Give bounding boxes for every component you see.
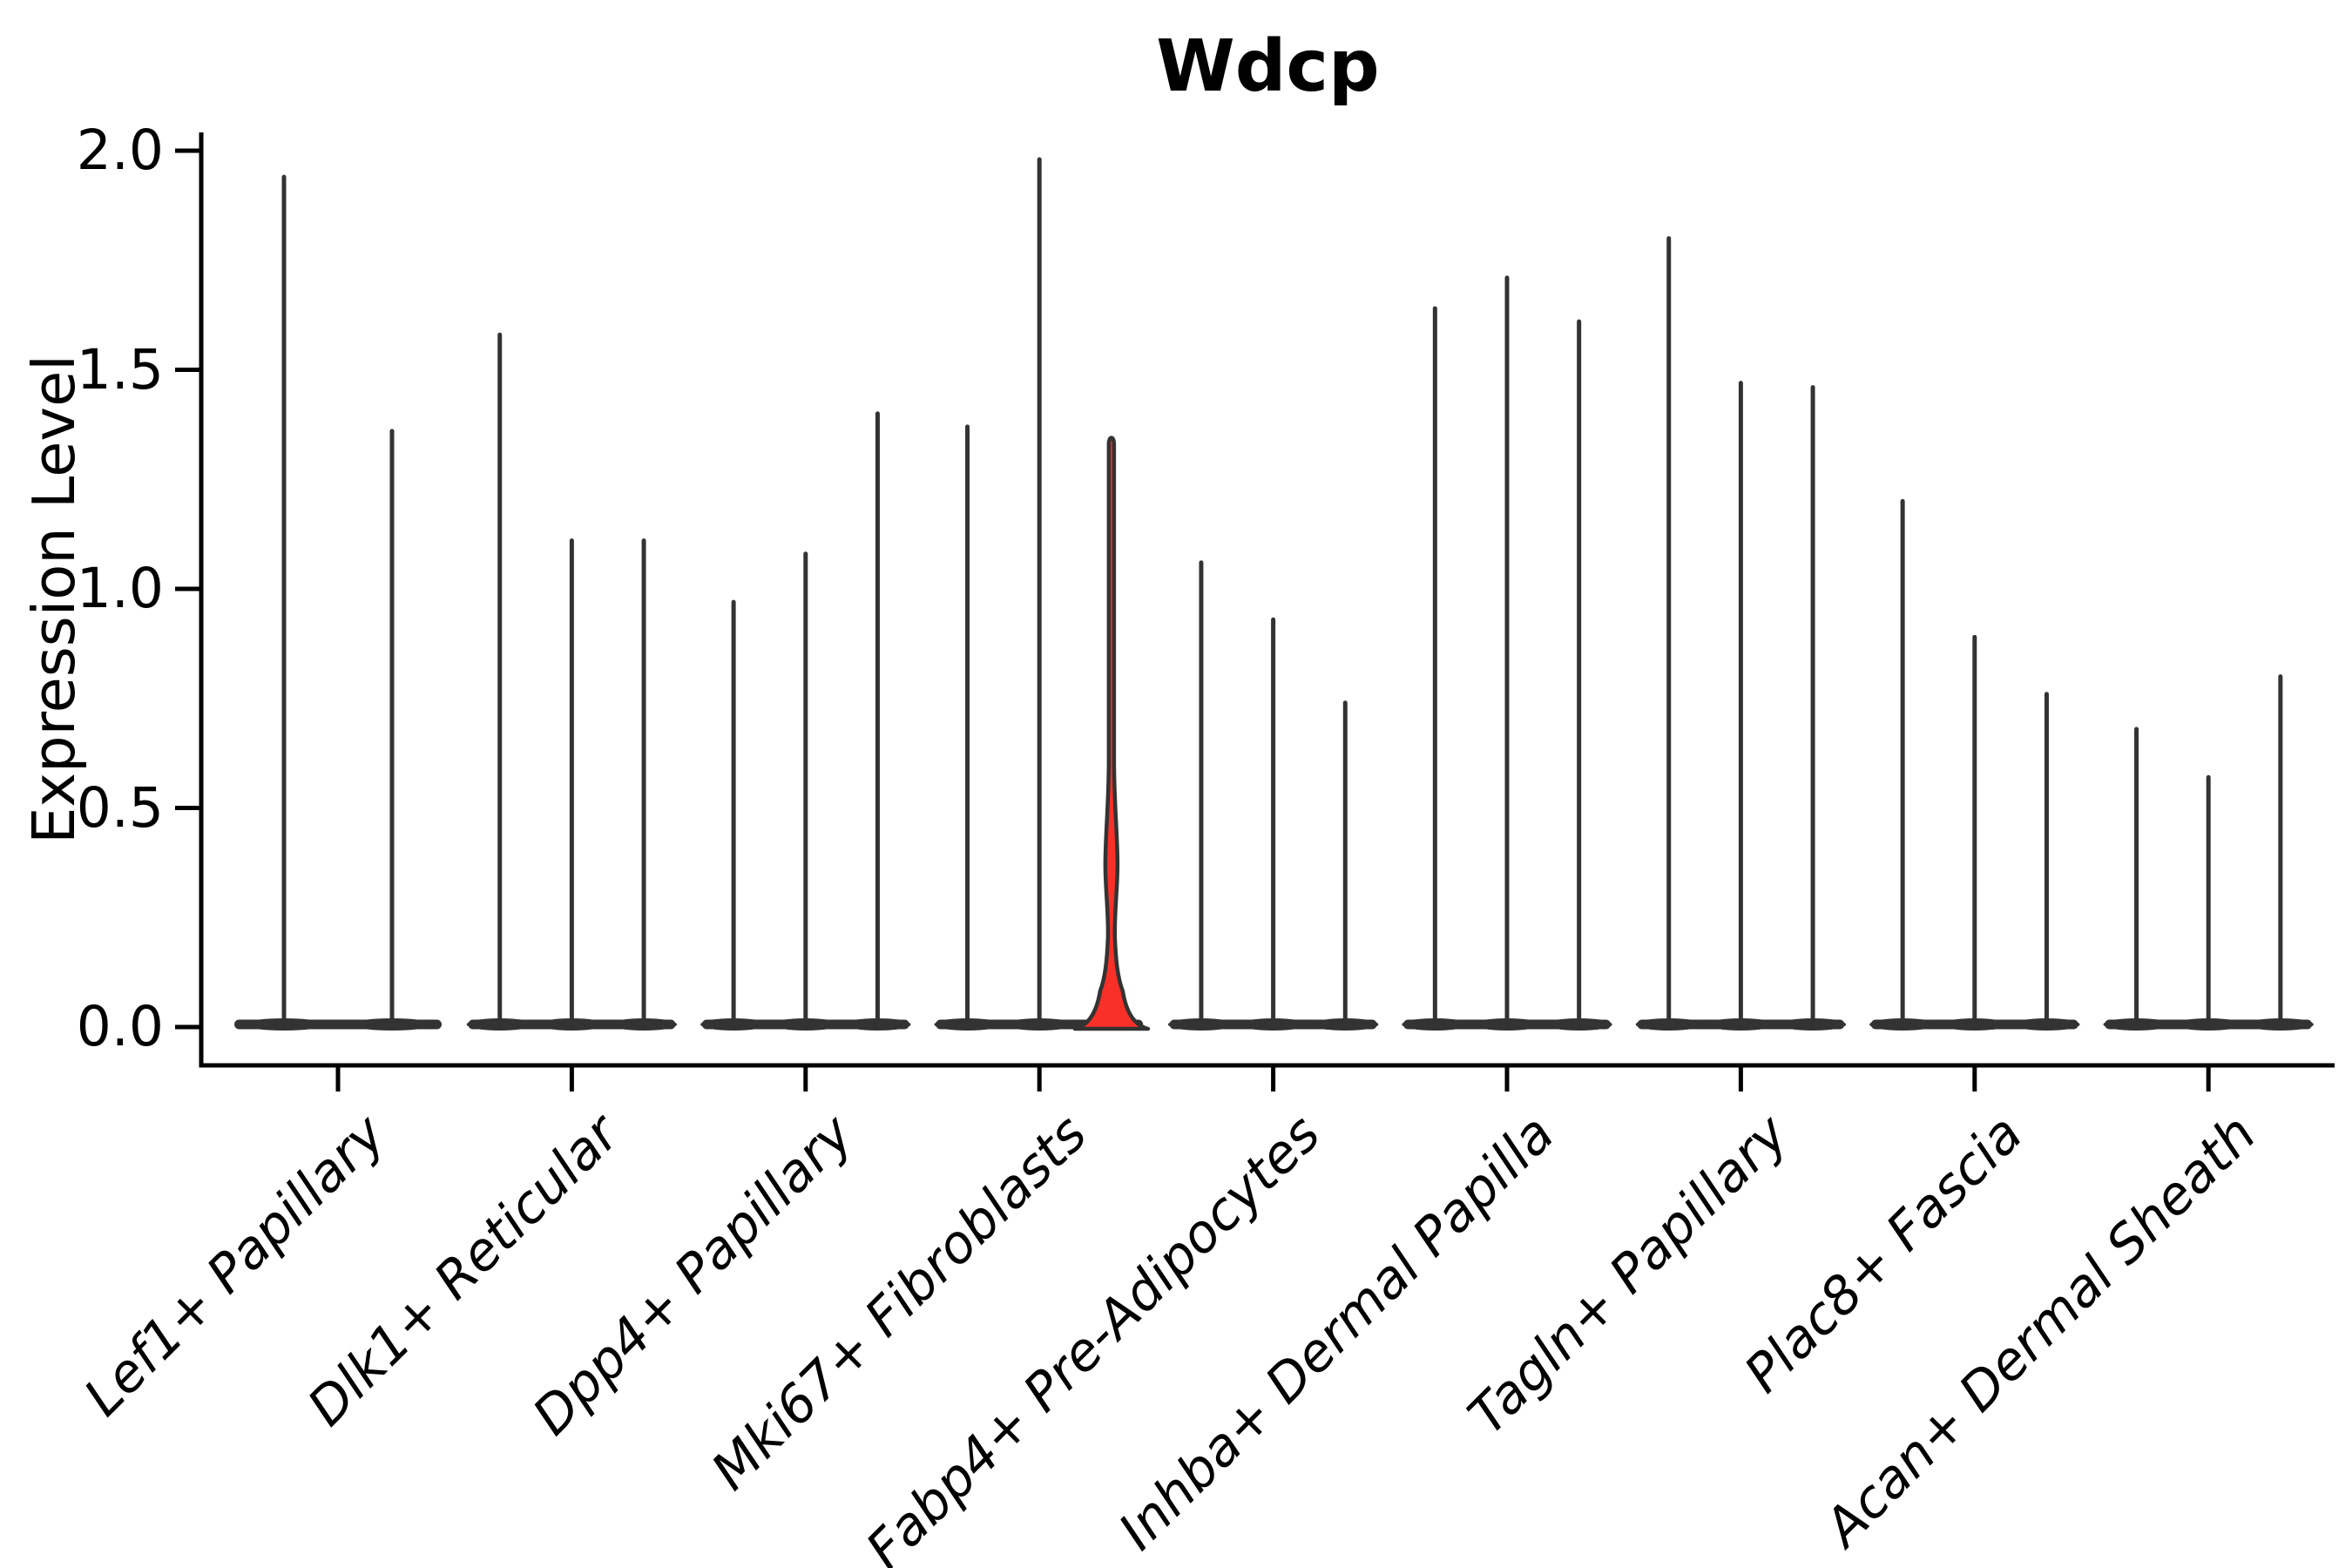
violin-base	[2175, 1018, 2242, 1031]
y-tick-label: 1.5	[76, 337, 164, 402]
y-tick-label: 0.0	[76, 995, 164, 1058]
violin-base	[1312, 1018, 1379, 1031]
violin-base	[1240, 1018, 1307, 1031]
violin-base	[844, 1018, 911, 1031]
violin-base	[1006, 1018, 1073, 1031]
violin-base	[1635, 1018, 1702, 1031]
y-tick-label: 0.5	[76, 775, 164, 840]
violin-base	[1941, 1018, 2008, 1031]
violin-base	[1869, 1018, 1936, 1031]
violin-base	[700, 1018, 767, 1031]
violin-base	[2013, 1018, 2080, 1031]
violin-base	[1707, 1018, 1774, 1031]
violin-base	[352, 1018, 432, 1031]
y-tick-label: 2.0	[76, 118, 164, 182]
violin-base	[1780, 1018, 1847, 1031]
plot-title: Wdcp	[1156, 25, 1380, 108]
violin-base	[538, 1018, 605, 1031]
violin-base	[2247, 1018, 2314, 1031]
violin-base	[1402, 1018, 1469, 1031]
violin-base	[934, 1018, 1001, 1031]
violin-base	[1545, 1018, 1612, 1031]
violin-base	[244, 1018, 324, 1031]
violin-base	[772, 1018, 839, 1031]
violin-base	[611, 1018, 678, 1031]
violin-base	[1473, 1018, 1541, 1031]
highlighted-violin	[1072, 436, 1151, 1031]
violin-base	[466, 1018, 533, 1031]
violin-base	[2103, 1018, 2170, 1031]
y-tick-label: 1.0	[76, 557, 164, 620]
violin-base	[1167, 1018, 1234, 1031]
